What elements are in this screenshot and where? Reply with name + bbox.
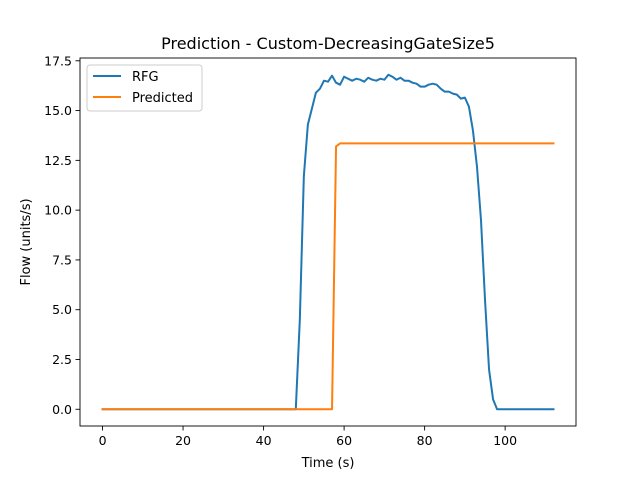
x-tick-label: 80 xyxy=(417,433,433,448)
x-tick-label: 100 xyxy=(493,433,517,448)
y-tick-label: 10.0 xyxy=(44,203,72,218)
series-line-rfg xyxy=(101,73,555,411)
y-axis-ticks: 0.0 2.5 5.0 7.5 10.0 12.5 15.0 17.5 xyxy=(44,53,80,417)
legend-label-predicted: Predicted xyxy=(132,91,193,106)
x-tick-label: 20 xyxy=(175,433,191,448)
y-tick-label: 12.5 xyxy=(44,153,72,168)
series-layer xyxy=(101,73,555,411)
x-tick-label: 40 xyxy=(256,433,272,448)
y-tick-label: 17.5 xyxy=(44,53,72,68)
plot-frame xyxy=(79,57,577,427)
legend-label-rfg: RFG xyxy=(132,70,159,85)
y-tick-label: 0.0 xyxy=(52,402,72,417)
chart-title: Prediction - Custom-DecreasingGateSize5 xyxy=(161,34,495,53)
legend: RFG Predicted xyxy=(86,64,203,112)
series-line-predicted xyxy=(101,142,555,411)
y-tick-label: 15.0 xyxy=(44,103,72,118)
y-tick-label: 5.0 xyxy=(52,302,72,317)
y-tick-label: 7.5 xyxy=(52,252,72,267)
x-tick-label: 60 xyxy=(336,433,352,448)
y-axis-label: Flow (units/s) xyxy=(19,198,34,285)
x-axis-label: Time (s) xyxy=(301,456,355,471)
x-axis-ticks: 0 20 40 60 80 100 xyxy=(99,426,517,448)
y-tick-label: 2.5 xyxy=(52,352,72,367)
x-tick-label: 0 xyxy=(99,433,107,448)
